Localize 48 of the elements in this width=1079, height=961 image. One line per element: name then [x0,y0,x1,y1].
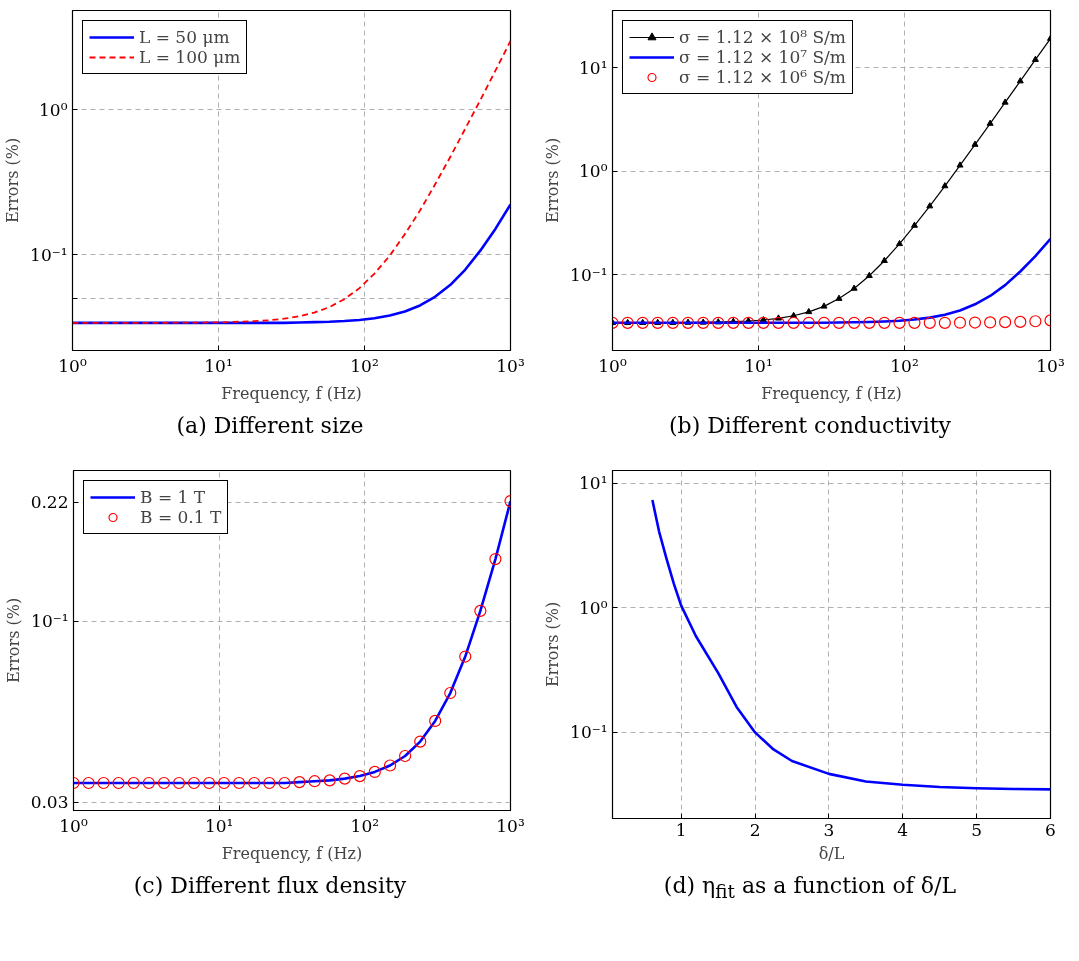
x-tick-label: 10⁰ [59,815,88,836]
x-axis-title: Frequency, f (Hz) [221,843,363,863]
y-tick-label: 10⁰ [579,597,608,618]
x-tick-label: 2 [749,819,761,840]
text: (a) Different size [176,412,364,440]
legend-label: B = 1 T [140,487,206,507]
y-axis-title: Errors (%) [3,597,23,684]
legend-label: σ = 1.12 × 10⁷ S/m [679,47,846,67]
y-tick-label: 10⁻¹ [31,611,69,632]
x-tick-label: 10⁰ [58,355,87,376]
x-axis-title: δ/L [818,843,845,863]
y-tick-label: 0.03 [30,792,69,813]
y-tick-label: 10⁻¹ [30,244,68,265]
x-tick-label: 10² [350,355,379,376]
y-tick-label: 0.22 [30,492,69,513]
text: (b) Different conductivity [668,412,952,440]
x-tick-label: 6 [1045,819,1056,840]
x-tick-label: 10¹ [744,355,773,376]
text: (c) Different flux density [133,872,407,900]
x-tick-label: 10¹ [204,355,233,376]
x-tick-label: 3 [823,819,835,840]
legend-label: σ = 1.12 × 10⁶ S/m [679,67,846,87]
x-tick-label: 1 [675,819,687,840]
y-tick-label: 10¹ [579,57,608,78]
x-tick-label: 10² [890,355,919,376]
x-tick-label: 4 [897,819,909,840]
legend-label: B = 0.1 T [140,507,222,527]
y-tick-label: 10⁰ [579,161,608,182]
x-tick-label: 10³ [1036,355,1065,376]
y-tick-label: 10⁰ [39,99,68,120]
y-tick-label: 10⁻¹ [570,722,608,743]
x-tick-label: 10³ [496,355,525,376]
legend-label: L = 50 μm [139,27,230,47]
x-axis-title: Frequency, f (Hz) [221,383,362,403]
x-tick-label: 10³ [496,815,525,836]
y-axis-title: Errors (%) [543,137,563,224]
y-axis-title: Errors (%) [543,601,563,688]
x-tick-label: 10¹ [204,815,234,836]
y-tick-label: 10⁻¹ [570,264,608,285]
x-tick-label: 10² [350,815,380,836]
x-axis-title: Frequency, f (Hz) [761,383,902,403]
x-tick-label: 10⁰ [598,355,627,376]
y-tick-label: 10¹ [579,473,608,494]
x-tick-label: 5 [971,819,983,840]
text: (d) η$_{fit}$ as a function of δ/L [663,872,957,905]
legend-label: σ = 1.12 × 10⁸ S/m [679,27,846,47]
legend-label: L = 100 μm [139,47,241,67]
y-axis-title: Errors (%) [3,137,23,224]
